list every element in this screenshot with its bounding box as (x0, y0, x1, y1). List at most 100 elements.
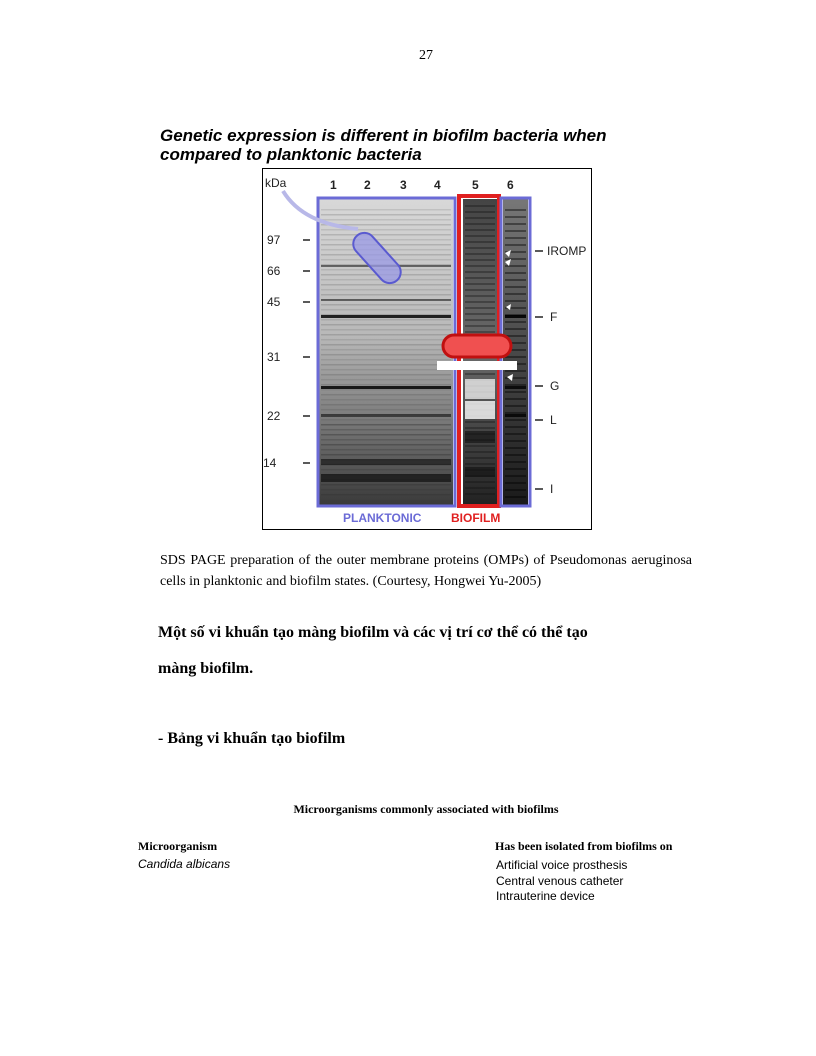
table-cell-organism: Candida albicans (138, 857, 231, 871)
protein-label: G (550, 379, 559, 393)
gel-band (321, 494, 451, 496)
biofilm-cell-icon (441, 333, 513, 359)
biofilm-bands (465, 205, 495, 495)
marker-label: 97 (267, 233, 281, 247)
arrowhead-icon (505, 250, 511, 266)
planktonic-bands (321, 209, 451, 496)
lane-label: 1 (330, 178, 337, 192)
gel-band (321, 314, 451, 316)
gel-band (505, 342, 526, 344)
protein-label: L (550, 413, 557, 427)
gel-band (465, 379, 495, 399)
arrowhead-icon (506, 304, 511, 310)
gel-band (321, 374, 451, 376)
figure-caption: SDS PAGE preparation of the outer membra… (160, 553, 692, 589)
gel-band (505, 377, 526, 379)
gel-band (505, 286, 526, 288)
gel-band (505, 489, 526, 491)
gel-band (505, 461, 526, 463)
gel-band (321, 209, 451, 211)
gel-band (505, 223, 526, 225)
planktonic-lanes (319, 199, 453, 505)
gel-band (321, 299, 451, 301)
gel-band (321, 429, 451, 431)
gel-band (465, 217, 495, 219)
gel-band (505, 412, 526, 414)
gel-band (505, 349, 526, 351)
gel-band (505, 482, 526, 484)
gel-band (321, 349, 451, 351)
marker-ticks (303, 239, 543, 490)
gel-band (321, 424, 451, 426)
gel-band (465, 457, 495, 459)
gel-figure: kDa 1 2 3 4 5 6 97 66 45 31 22 14 (262, 168, 592, 530)
gel-band (321, 309, 451, 311)
marker-label: 22 (267, 409, 281, 423)
column-header-isolated-from: Has been isolated from biofilms on (495, 839, 673, 853)
gel-band (321, 394, 451, 396)
gel-band (321, 419, 451, 421)
gel-band (505, 300, 526, 302)
gel-band (465, 451, 495, 453)
gel-band (505, 251, 526, 253)
gel-band (465, 431, 495, 443)
gel-band (505, 230, 526, 232)
gel-band (321, 319, 451, 321)
planktonic-cell-icon (352, 231, 402, 285)
table-cell-site: Intrauterine device (496, 889, 595, 903)
marker-label: 66 (267, 264, 281, 278)
gel-band (465, 277, 495, 279)
gel-band (505, 328, 526, 330)
gel-band (505, 237, 526, 239)
gel-band (321, 219, 451, 221)
gel-band (465, 205, 495, 207)
page-number: 27 (419, 48, 433, 63)
gel-band (321, 244, 451, 246)
gel-band (505, 258, 526, 260)
gel-band (505, 272, 526, 274)
intro-text-line-1: Một số vi khuẩn tạo màng biofilm và các … (158, 624, 588, 641)
gel-band (505, 335, 526, 337)
gel-band (321, 389, 451, 391)
gel-band (321, 384, 451, 386)
gel-band (321, 449, 451, 451)
protein-label: I (550, 482, 553, 496)
gel-band (321, 354, 451, 356)
gel-band (505, 414, 526, 417)
arrowhead-icon (507, 374, 513, 381)
marker-label: 31 (267, 350, 281, 364)
gel-band (505, 468, 526, 470)
gel-band (465, 307, 495, 309)
gel-band (321, 386, 451, 389)
gel-band (465, 313, 495, 315)
gel-band (505, 279, 526, 281)
planktonic-label: PLANKTONIC (343, 511, 422, 525)
protein-label: IROMP (547, 244, 586, 258)
gel-band (505, 398, 526, 400)
gel-band (505, 321, 526, 323)
table-label: - Bảng vi khuẩn tạo biofilm (158, 730, 346, 747)
gel-band (505, 386, 526, 389)
gel-band (465, 265, 495, 267)
gel-band (505, 216, 526, 218)
gel-band (465, 463, 495, 465)
flagellum-icon (281, 189, 359, 231)
gel-band (321, 444, 451, 446)
gel-band (321, 459, 451, 465)
gel-band (465, 301, 495, 303)
gel-band (321, 414, 451, 417)
gel-band (465, 283, 495, 285)
gel-band (321, 334, 451, 336)
gel-band (505, 315, 526, 318)
gel-band (321, 289, 451, 291)
table-cell-site: Artificial voice prosthesis (496, 858, 628, 872)
gel-band (505, 356, 526, 358)
gel-band (505, 440, 526, 442)
gel-band (321, 489, 451, 491)
gel-band (321, 439, 451, 441)
gel-band (465, 211, 495, 213)
gel-band (321, 315, 451, 318)
gel-band (321, 284, 451, 286)
gel-band (321, 434, 451, 436)
gel-band (505, 447, 526, 449)
